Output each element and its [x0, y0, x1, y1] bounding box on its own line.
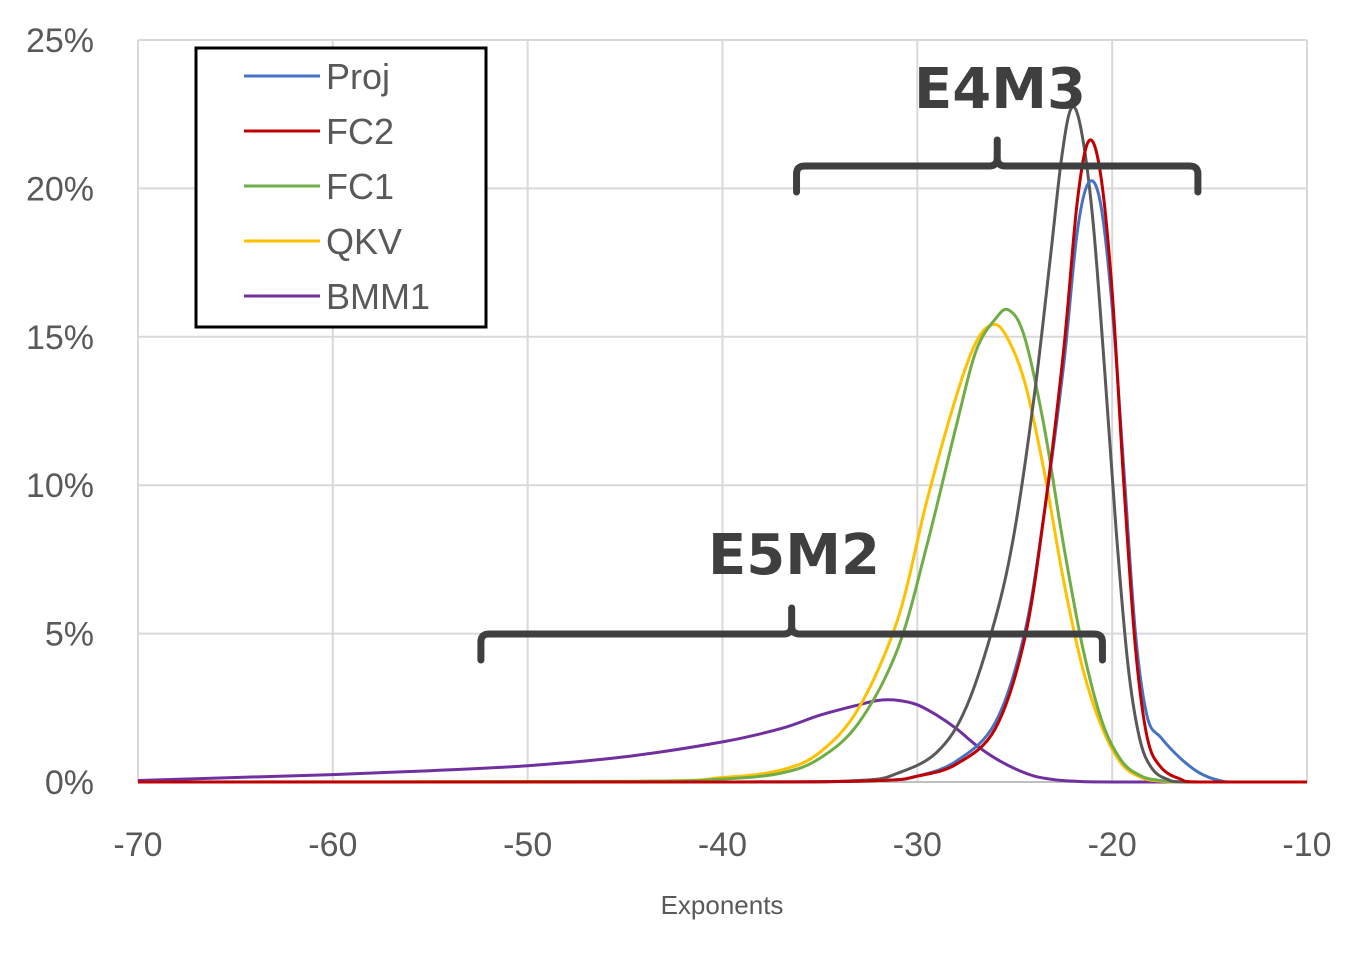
x-tick-label: -60	[308, 826, 357, 864]
legend-label-fc2: FC2	[326, 111, 394, 152]
x-axis-tick-labels: -70 -60 -50 -40 -30 -20 -10	[113, 826, 1331, 864]
legend-label-proj: Proj	[326, 56, 390, 97]
x-tick-label: -20	[1088, 826, 1137, 864]
legend: Proj FC2 FC1 QKV BMM1	[194, 46, 488, 329]
fc2-series-line	[138, 138, 1307, 784]
x-tick-label: -40	[698, 826, 747, 864]
x-tick-label: -50	[503, 826, 552, 864]
x-tick-label: -70	[113, 826, 162, 864]
legend-label-bmm1: BMM1	[326, 276, 430, 317]
bracket-e4m3	[793, 136, 1202, 196]
bracket-e5m2	[477, 604, 1106, 664]
y-tick-label: 10%	[26, 467, 94, 505]
x-tick-label: -30	[893, 826, 942, 864]
series-lines	[137, 105, 1307, 784]
x-tick-label: -10	[1282, 826, 1331, 864]
y-tick-label: 15%	[26, 319, 94, 357]
y-tick-label: 20%	[26, 170, 94, 208]
y-tick-label: 25%	[26, 22, 94, 60]
fc1-series-line	[137, 307, 1307, 784]
y-axis-tick-labels: 0% 5% 10% 15% 20% 25%	[26, 22, 94, 802]
bracket-label-e5m2: E5M2	[708, 523, 880, 588]
bracket-label-e4m3: E4M3	[914, 57, 1086, 122]
legend-label-fc1: FC1	[326, 166, 394, 207]
legend-label-qkv: QKV	[326, 221, 402, 262]
qkv-series-line	[137, 322, 1307, 784]
bmm1-series-line	[137, 698, 1307, 784]
y-tick-label: 5%	[45, 616, 94, 654]
bracket-annotations: E4M3 E5M2	[477, 57, 1202, 664]
x-axis-title: Exponents	[661, 890, 784, 920]
y-tick-label: 0%	[45, 764, 94, 802]
